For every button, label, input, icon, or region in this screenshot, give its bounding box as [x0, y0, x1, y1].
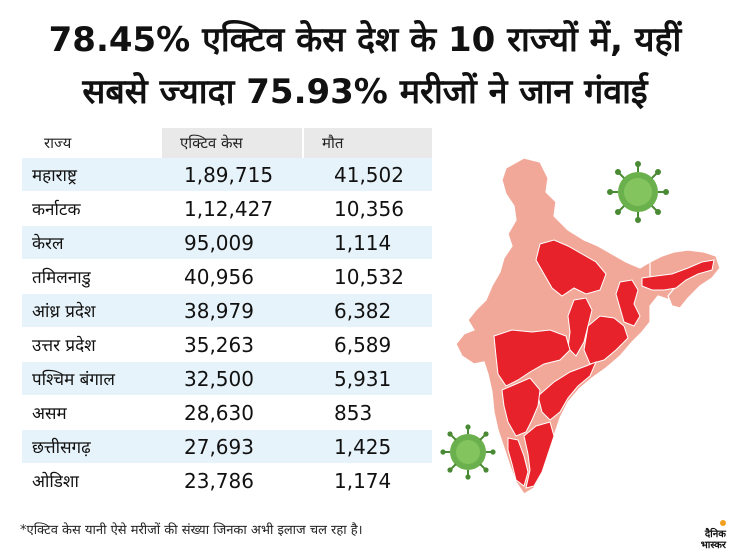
state-cell: उत्तर प्रदेश	[32, 336, 96, 356]
deaths-cell: 853	[334, 400, 373, 425]
deaths-cell: 1,174	[334, 468, 392, 493]
table-row: उत्तर प्रदेश 35,263 6,589	[22, 328, 432, 362]
active-cell: 27,693	[184, 434, 254, 459]
virus-icon	[607, 161, 669, 223]
cases-table: राज्य एक्टिव केस मौत महाराष्ट्र 1,89,715 4…	[22, 128, 432, 498]
state-cell: कर्नाटक	[32, 200, 81, 220]
state-chhattisgarh	[567, 297, 593, 357]
headline: 78.45% एक्टिव केस देश के 10 राज्यों में,…	[0, 14, 730, 118]
deaths-cell: 6,382	[334, 298, 392, 323]
table-row: पश्चिम बंगाल 32,500 5,931	[22, 362, 432, 396]
table-row: असम 28,630 853	[22, 396, 432, 430]
state-cell: केरल	[32, 234, 64, 254]
headline-line-2: सबसे ज्यादा 75.93% मरीजों ने जान गंवाई	[82, 72, 648, 112]
deaths-cell: 1,425	[334, 434, 392, 459]
logo-line-1: दैनिक	[704, 529, 726, 540]
deaths-cell: 10,532	[334, 264, 404, 289]
table-row: आंध्र प्रदेश 38,979 6,382	[22, 294, 432, 328]
active-cell: 1,89,715	[184, 162, 274, 187]
state-cell: ओडिशा	[32, 472, 79, 492]
state-tamil-nadu	[523, 421, 555, 489]
virus-icon	[440, 424, 496, 480]
state-kerala	[507, 437, 529, 487]
india-map	[440, 157, 721, 495]
deaths-cell: 10,356	[334, 196, 404, 221]
deaths-cell: 5,931	[334, 366, 392, 391]
table-row: छत्तीसगढ़ 27,693 1,425	[22, 430, 432, 464]
state-west-bengal	[615, 279, 641, 327]
state-maharashtra	[493, 329, 571, 387]
headline-line-1: 78.45% एक्टिव केस देश के 10 राज्यों में,…	[48, 20, 682, 60]
dainik-bhaskar-logo: दैनिक भास्कर	[682, 518, 726, 551]
table-body: महाराष्ट्र 1,89,715 41,502 कर्नाटक 1,12,427 1…	[22, 158, 432, 498]
state-cell: असम	[32, 404, 67, 424]
state-uttar-pradesh	[535, 239, 607, 297]
footnote: *एक्टिव केस यानी ऐसे मरीजों की संख्या जि…	[20, 523, 363, 538]
active-cell: 32,500	[184, 366, 254, 391]
logo-line-2: भास्कर	[700, 540, 726, 551]
table-row: महाराष्ट्र 1,89,715 41,502	[22, 158, 432, 192]
header-active: एक्टिव केस	[162, 128, 302, 158]
deaths-cell: 1,114	[334, 230, 392, 255]
active-cell: 28,630	[184, 400, 254, 425]
state-cell: पश्चिम बंगाल	[32, 370, 115, 390]
state-cell: महाराष्ट्र	[32, 166, 77, 186]
active-cell: 38,979	[184, 298, 254, 323]
state-karnataka	[501, 377, 541, 437]
state-cell: तमिलनाडु	[32, 268, 91, 288]
logo-dot-icon	[720, 520, 726, 526]
table-row: तमिलनाडु 40,956 10,532	[22, 260, 432, 294]
state-assam	[641, 259, 715, 291]
active-cell: 40,956	[184, 264, 254, 289]
active-cell: 1,12,427	[184, 196, 274, 221]
active-cell: 95,009	[184, 230, 254, 255]
table-row: कर्नाटक 1,12,427 10,356	[22, 192, 432, 226]
deaths-cell: 41,502	[334, 162, 404, 187]
header-deaths: मौत	[304, 128, 432, 158]
state-odisha	[583, 315, 629, 365]
state-andhra-pradesh	[537, 361, 597, 421]
active-cell: 23,786	[184, 468, 254, 493]
table-row: ओडिशा 23,786 1,174	[22, 464, 432, 498]
table-row: केरल 95,009 1,114	[22, 226, 432, 260]
state-cell: छत्तीसगढ़	[32, 438, 91, 458]
state-cell: आंध्र प्रदेश	[32, 302, 96, 322]
deaths-cell: 6,589	[334, 332, 392, 357]
active-cell: 35,263	[184, 332, 254, 357]
header-state: राज्य	[44, 134, 72, 152]
table-header: राज्य एक्टिव केस मौत	[22, 128, 432, 158]
